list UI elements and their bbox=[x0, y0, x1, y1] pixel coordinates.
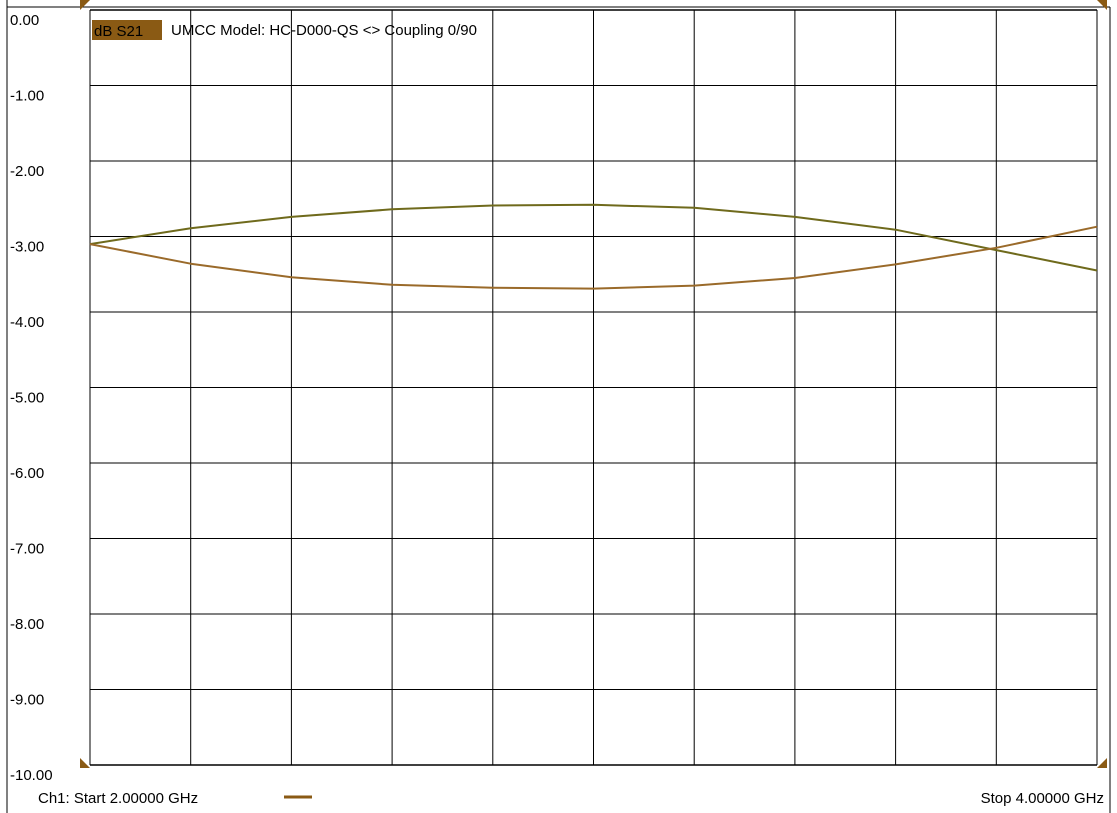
bottom-left-marker bbox=[80, 758, 90, 768]
plot-grid bbox=[89, 9, 1098, 766]
stop-frequency-label: Stop 4.00000 GHz bbox=[981, 790, 1104, 807]
y-tick-label: 0.00 bbox=[10, 12, 39, 29]
y-tick-label: -10.00 bbox=[10, 767, 53, 784]
start-frequency-label: Ch1: Start 2.00000 GHz bbox=[38, 790, 198, 807]
y-tick-label: -8.00 bbox=[10, 616, 44, 633]
y-axis-tick-labels: 0.00 -1.00 -2.00 -3.00 -4.00 -5.00 -6.00 -7.00 -… bbox=[10, 12, 53, 784]
trace-label: dB S21 bbox=[94, 23, 143, 40]
y-tick-label: -7.00 bbox=[10, 541, 44, 558]
y-tick-label: -1.00 bbox=[10, 88, 44, 105]
bottom-right-marker bbox=[1097, 758, 1107, 768]
trace-label-highlight bbox=[92, 20, 162, 40]
y-tick-label: -2.00 bbox=[10, 163, 44, 180]
y-tick-label: -5.00 bbox=[10, 390, 44, 407]
right-scale-marker bbox=[1097, 0, 1107, 10]
y-tick-label: -9.00 bbox=[10, 692, 44, 709]
trace-line-2 bbox=[89, 225, 1098, 290]
left-scale-marker bbox=[80, 0, 90, 10]
y-tick-label: -6.00 bbox=[10, 465, 44, 482]
y-tick-label: -3.00 bbox=[10, 239, 44, 256]
trace-line-1 bbox=[89, 203, 1098, 272]
trace-lines bbox=[89, 203, 1098, 290]
chart-title: UMCC Model: HC-D000-QS <> Coupling 0/90 bbox=[171, 22, 477, 39]
y-tick-label: -4.00 bbox=[10, 314, 44, 331]
